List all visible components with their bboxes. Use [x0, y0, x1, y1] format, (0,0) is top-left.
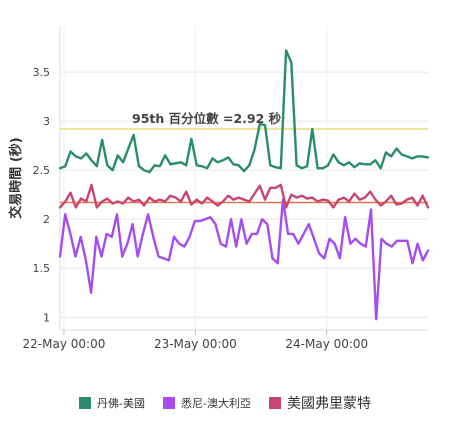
x-tick-label: 24-May 00:00	[285, 337, 368, 351]
legend-item-denver[interactable]: 丹佛-美國	[79, 395, 145, 411]
legend-label-denver: 丹佛-美國	[97, 397, 145, 410]
y-axis-title: 交易時間 (秒)	[8, 137, 24, 218]
series-line-1	[58, 198, 430, 321]
threshold-label: 95th 百分位數 =2.92 秒	[132, 111, 282, 126]
x-tick-label: 23-May 00:00	[154, 337, 237, 351]
y-tick-label: 2	[43, 213, 50, 226]
x-tick-label: 22-May 00:00	[23, 337, 106, 351]
legend-swatch-denver	[79, 397, 92, 409]
legend-item-sydney[interactable]: 悉尼-澳大利亞	[163, 395, 251, 411]
y-tick-label: 2.5	[33, 164, 51, 177]
y-tick-label: 3	[43, 115, 50, 128]
legend-label-fremont: 美國弗里蒙特	[286, 396, 371, 412]
series-line-0	[58, 49, 430, 174]
legend-item-fremont[interactable]: 美國弗里蒙特	[268, 393, 371, 413]
legend-swatch-sydney	[163, 397, 175, 409]
y-tick-label: 1.5	[33, 262, 51, 275]
line-chart: 1 1.5 2 2.5 3 3.5 22-May 00:00 23-May 00:00 24-M…	[8, 26, 430, 351]
series-line-2	[58, 183, 430, 209]
y-tick-label: 3.5	[33, 66, 51, 79]
y-tick-label: 1	[43, 311, 50, 324]
legend: 丹佛-美國 悉尼-澳大利亞 美國弗里蒙特	[0, 392, 450, 414]
legend-swatch-fremont	[268, 397, 281, 409]
legend-label-sydney: 悉尼-澳大利亞	[181, 397, 251, 410]
